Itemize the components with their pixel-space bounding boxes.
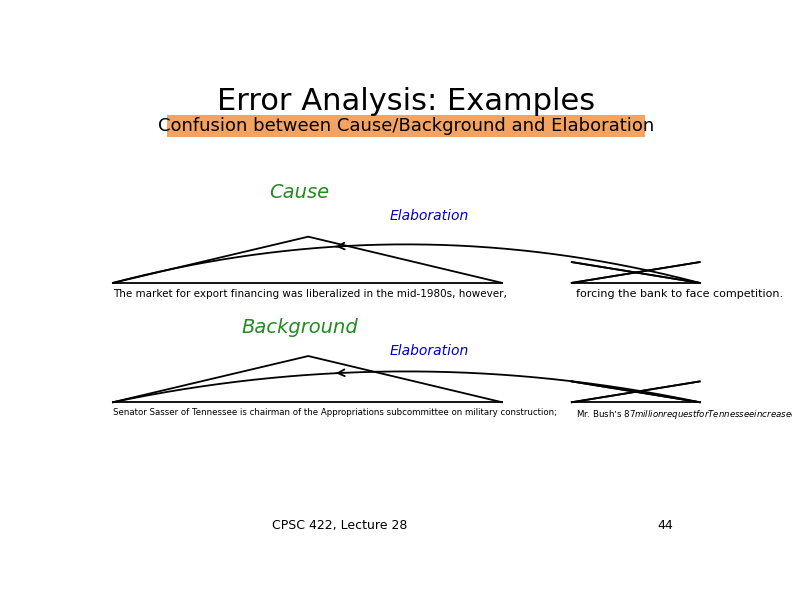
Text: Mr. Bush’s $87 million request for Tennessee increased to $109 million.: Mr. Bush’s $87 million request for Tenne… [576,408,792,422]
Text: Elaboration: Elaboration [390,209,469,223]
Text: Background: Background [242,318,358,337]
Text: Confusion between Cause/Background and Elaboration: Confusion between Cause/Background and E… [158,117,654,135]
Text: Error Analysis: Examples: Error Analysis: Examples [217,88,595,116]
FancyBboxPatch shape [167,115,645,136]
Text: CPSC 422, Lecture 28: CPSC 422, Lecture 28 [272,519,407,532]
Text: The market for export financing was liberalized in the mid-1980s, however,: The market for export financing was libe… [113,289,507,299]
Text: Cause: Cause [269,183,329,202]
Text: forcing the bank to face competition.: forcing the bank to face competition. [576,289,782,299]
Text: Senator Sasser of Tennessee is chairman of the Appropriations subcommittee on mi: Senator Sasser of Tennessee is chairman … [113,408,557,417]
Text: Elaboration: Elaboration [390,343,469,357]
Text: 44: 44 [657,519,672,532]
